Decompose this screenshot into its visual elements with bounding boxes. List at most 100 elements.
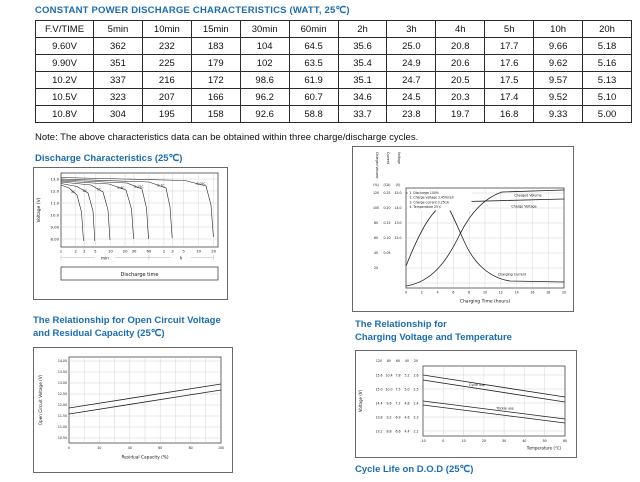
v8-tick-label: 10.4 [385,374,392,378]
value-cell: 17.6 [484,54,535,72]
current-ticks: 0.25 0.20 0.15 0.10 0.05 [383,191,390,255]
discharge-curve [60,183,96,242]
column-header: 10min [141,20,192,38]
current-tick-label: 0.05 [383,251,390,255]
current-tick-label: 0.10 [383,236,390,240]
value-cell: 34.6 [337,88,388,106]
value-cell: 25.0 [386,37,437,55]
v4-tick-label: 4.6 [404,416,409,420]
table-note: Note: The above characteristics data can… [35,132,419,143]
voltage-tick-label: 14.0 [394,206,401,210]
value-cell: 179 [190,54,241,72]
scale-column-header: 2V [414,359,419,363]
discharge-chart-title: Discharge Characteristics (25℃) [35,153,183,164]
ocv-chart-title: The Relationship for Open Circuit Voltag… [33,314,221,340]
discharge-curve [60,179,149,240]
percent-tick-label: 80 [374,221,378,225]
v2-tick-label: 2.6 [413,374,418,378]
x-tick-label: 60 [563,439,567,443]
table-row: 10.8V 304 195 158 92.6 58.8 33.7 23.8 19.7 16.8 9.… [35,105,632,123]
value-cell: 304 [93,105,143,123]
discharge-curve [60,181,111,241]
x-tick-label: 10 [462,439,466,443]
axis-unit-label: (CA) [384,183,391,187]
row-header: 9.90V [35,54,94,72]
x-axis-ticks: 1 2 3 5 10 20 30 60 2 3 5 10 20 [60,249,217,254]
discharge-curve [60,177,214,238]
ocv-lower-line [68,389,222,415]
legend-background [407,189,472,211]
charging-voltage-temperature-chart: 12V 8V 6V 4V 2V 15.6 15.0 14.4 13.8 13.2 10.4 10.… [355,350,577,458]
v6-ticks: 7.8 7.5 7.2 6.9 6.6 [395,374,400,434]
value-cell: 9.62 [533,54,584,72]
value-cell: 33.7 [337,105,388,123]
cycle-use-lower-line [422,379,566,403]
curve-label: 2C [83,189,88,193]
column-header: 20h [582,20,632,38]
v6-tick-label: 7.5 [395,388,400,392]
value-cell: 337 [93,71,143,89]
v12-tick-label: 15.6 [375,374,382,378]
value-cell: 172 [190,71,241,89]
curve-label: 1C [97,188,102,192]
v-gridlines [84,357,206,443]
value-cell: 16.8 [484,105,535,123]
table-row: 9.90V 351 225 179 102 63.5 35.4 24.9 20.6 17.6 9.6… [35,54,632,72]
charge-temp-title-line1: The Relationship for [355,319,447,330]
ocv-upper-line [68,383,222,409]
band-label: Trickle use [495,407,513,411]
page-title: CONSTANT POWER DISCHARGE CHARACTERISTICS… [35,5,350,16]
value-cell: 17.7 [484,37,535,55]
ocv-chart-svg: 14.00 13.50 13.00 12.50 12.00 11.50 11.00 10.50… [33,347,233,473]
axis-title-charged-volume: Charged Volume [375,152,379,178]
trickle-use-lower-line [422,404,566,424]
chart-outer-frame [355,350,577,458]
y-axis-ticks: 14.00 13.50 13.00 12.50 12.00 11.50 11.00 10.50 [58,359,67,440]
x-tick-label: 20 [123,249,128,254]
axis-unit-labels: (%) (CA) (V) [373,183,400,187]
value-cell: 102 [239,54,290,72]
table-header-row: F.V/TIME 5min 10min 15min 30min 60min 2h 3h 4h 5h… [35,20,632,38]
column-header: 15min [190,20,241,38]
table-row: 10.5V 323 207 166 96.2 60.7 34.6 24.5 20.3 17.4 9.… [35,88,632,106]
value-cell: 9.33 [533,105,584,123]
legend-line: 1. Discharge 100% [410,191,439,195]
ocv-lines [68,383,222,415]
v-gridlines [75,173,214,247]
current-tick-label: 0.20 [383,206,390,210]
v2-tick-label: 2.2 [413,430,418,434]
v4-tick-label: 4.8 [404,402,409,406]
value-cell: 5.10 [582,88,632,106]
axis-unit-label: (V) [396,183,401,187]
x-tick-label: 20 [97,446,101,450]
y-axis-title: Open Circuit Voltage (V) [38,374,43,425]
axis-title-voltage: Voltage [397,152,401,164]
value-cell: 232 [141,37,192,55]
curve-label: 0.6C [117,186,125,190]
table-row: 9.60V 362 232 183 104 64.5 35.6 25.0 20.8 17.7 9.6… [35,37,632,55]
band-labels: Cycle use Trickle use [469,383,514,411]
charge-characteristics-chart: Charged Volume Current Voltage (%) (CA) (V… [352,146,574,312]
value-cell: 24.5 [386,88,437,106]
y-tick-label: 11.50 [58,414,67,418]
v8-tick-label: 9.6 [386,402,391,406]
voltage-ticks: 15.0 14.0 13.0 12.0 [394,191,401,240]
x-tick-label: 4 [437,291,439,295]
x-tick-label: -10 [420,439,425,443]
h-gridlines [423,374,565,432]
x-tick-label: 50 [543,439,547,443]
x-axis-title-box [60,266,219,281]
v4-tick-label: 5.2 [404,374,409,378]
plot-frame [422,365,566,437]
value-cell: 5.16 [582,54,632,72]
y-tick-label: 10.50 [58,436,67,440]
charge-voltage-label: Charge Voltage [511,205,536,209]
v8-tick-label: 10.0 [385,388,392,392]
v6-tick-label: 6.6 [395,430,400,434]
scale-column-header: 8V [387,359,392,363]
x-tick-label: 20 [562,291,566,295]
value-cell: 216 [141,71,192,89]
percent-tick-label: 100 [373,206,379,210]
x-tick-label: 20 [482,439,486,443]
